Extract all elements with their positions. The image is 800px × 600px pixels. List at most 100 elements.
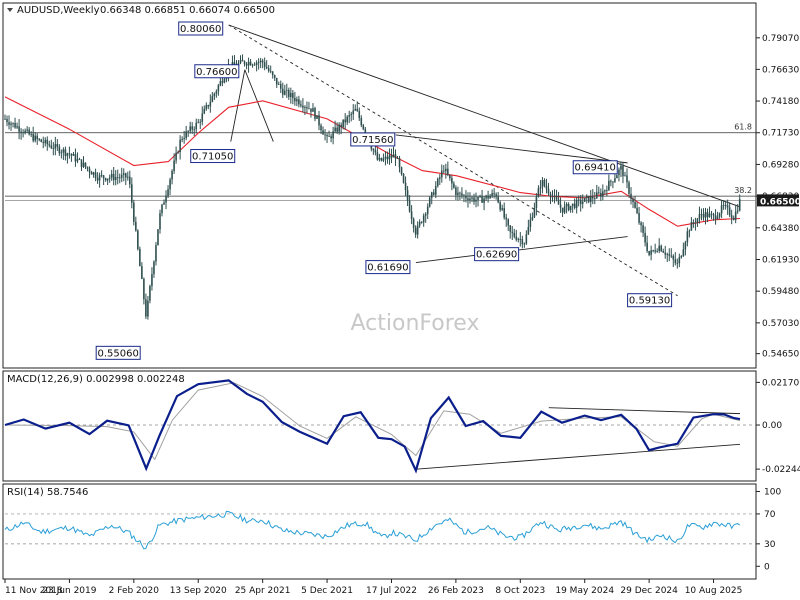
candle-body (503, 208, 506, 218)
candle-body (175, 152, 177, 161)
rsi-panel: RSI(14) 58.7546 100 70 30 0 (2, 483, 781, 580)
candle-body (205, 105, 208, 109)
candle-body (620, 166, 622, 170)
rsi-y-tick-label: 0 (764, 562, 770, 572)
candle-body (640, 222, 642, 226)
candle-body (181, 139, 183, 140)
candle-body (290, 92, 292, 97)
candle-body (310, 108, 312, 112)
moving-average-group (4, 96, 741, 227)
candle-body (384, 156, 387, 159)
candle-body (525, 234, 528, 244)
candle-body (124, 173, 127, 178)
candle-body (328, 136, 330, 137)
candle-body (465, 195, 467, 199)
candle-body (481, 196, 483, 203)
candle-body (473, 197, 475, 202)
candle-body (485, 195, 487, 199)
price-label-text: 0.55060 (98, 348, 139, 359)
candle-body (38, 139, 41, 140)
candle-body (698, 214, 701, 219)
candle-body (80, 159, 83, 167)
price-label-box (572, 160, 618, 175)
candle-body (612, 181, 614, 183)
candle-body (382, 158, 385, 161)
candle-body (179, 139, 181, 153)
price-label-box (365, 260, 411, 275)
current-price-label: 0.66500 (760, 197, 800, 207)
candle-body (326, 135, 328, 137)
candle-body (622, 166, 624, 177)
candle-body (459, 192, 461, 194)
price-y-tick-label: 0.61930 (762, 255, 799, 265)
candle-body (346, 116, 348, 123)
candle-body (726, 205, 729, 208)
price-label-box (95, 345, 141, 360)
candle-body (12, 122, 14, 124)
candle-body (46, 139, 49, 145)
candle-body (557, 199, 560, 205)
candle-body (664, 252, 667, 255)
candle-body (519, 239, 522, 240)
candle-body (330, 136, 332, 139)
candle-body (102, 175, 105, 179)
candle-body (137, 230, 139, 250)
candle-body (390, 155, 393, 158)
candle-body (406, 190, 409, 201)
candle-body (197, 121, 200, 123)
candle-body (320, 125, 322, 131)
x-tick-label: 25 Apr 2021 (235, 586, 291, 596)
candle-body (493, 193, 495, 195)
candle-body (595, 192, 598, 199)
price-y-tick-label: 0.54650 (762, 350, 799, 360)
candle-body (203, 108, 206, 114)
dropdown-arrow-icon[interactable] (7, 8, 13, 12)
candle-body (515, 236, 518, 240)
candle-body (98, 175, 101, 181)
candle-body (436, 178, 439, 187)
candle-body (509, 225, 512, 232)
candle-body (432, 192, 435, 195)
candle-body (714, 215, 717, 219)
candle-body (8, 122, 10, 125)
candle-body (191, 126, 194, 130)
price-label-box (627, 293, 673, 308)
price-label-text: 0.62690 (476, 250, 517, 261)
candle-body (350, 114, 353, 116)
candle-body (545, 185, 548, 189)
candle-body (380, 157, 383, 161)
candle-body (416, 225, 419, 235)
price-y-tick-label: 0.59480 (762, 287, 799, 297)
candle-body (88, 168, 91, 173)
candle-body (668, 254, 671, 256)
candle-body (499, 202, 501, 210)
candle-body (716, 216, 719, 219)
candle-body (362, 125, 365, 130)
candle-body (14, 122, 16, 128)
x-tick-label: 5 Dec 2021 (301, 586, 353, 596)
candle-body (571, 203, 574, 206)
candle-body (281, 88, 284, 95)
candle-body (396, 158, 399, 159)
price-label-box (190, 149, 236, 164)
candle-body (275, 77, 278, 85)
candle-body (18, 126, 20, 132)
candle-body (648, 250, 650, 255)
candle-body (722, 205, 725, 207)
candle-body (457, 192, 459, 195)
candle-body (632, 198, 634, 203)
candle-body (296, 99, 298, 102)
macd-y-tick-label: 0.00 (762, 421, 782, 431)
x-tick-label: 19 May 2024 (555, 586, 614, 596)
candle-body (738, 199, 741, 211)
candle-body (587, 196, 590, 202)
candle-body (118, 177, 121, 179)
candle-body (712, 214, 715, 216)
candle-body (334, 127, 336, 132)
candle-body (40, 139, 43, 142)
candle-body (135, 221, 137, 231)
candle-body (501, 208, 503, 210)
candle-body (239, 59, 242, 64)
candle-body (72, 154, 75, 156)
candle-body (575, 199, 578, 208)
